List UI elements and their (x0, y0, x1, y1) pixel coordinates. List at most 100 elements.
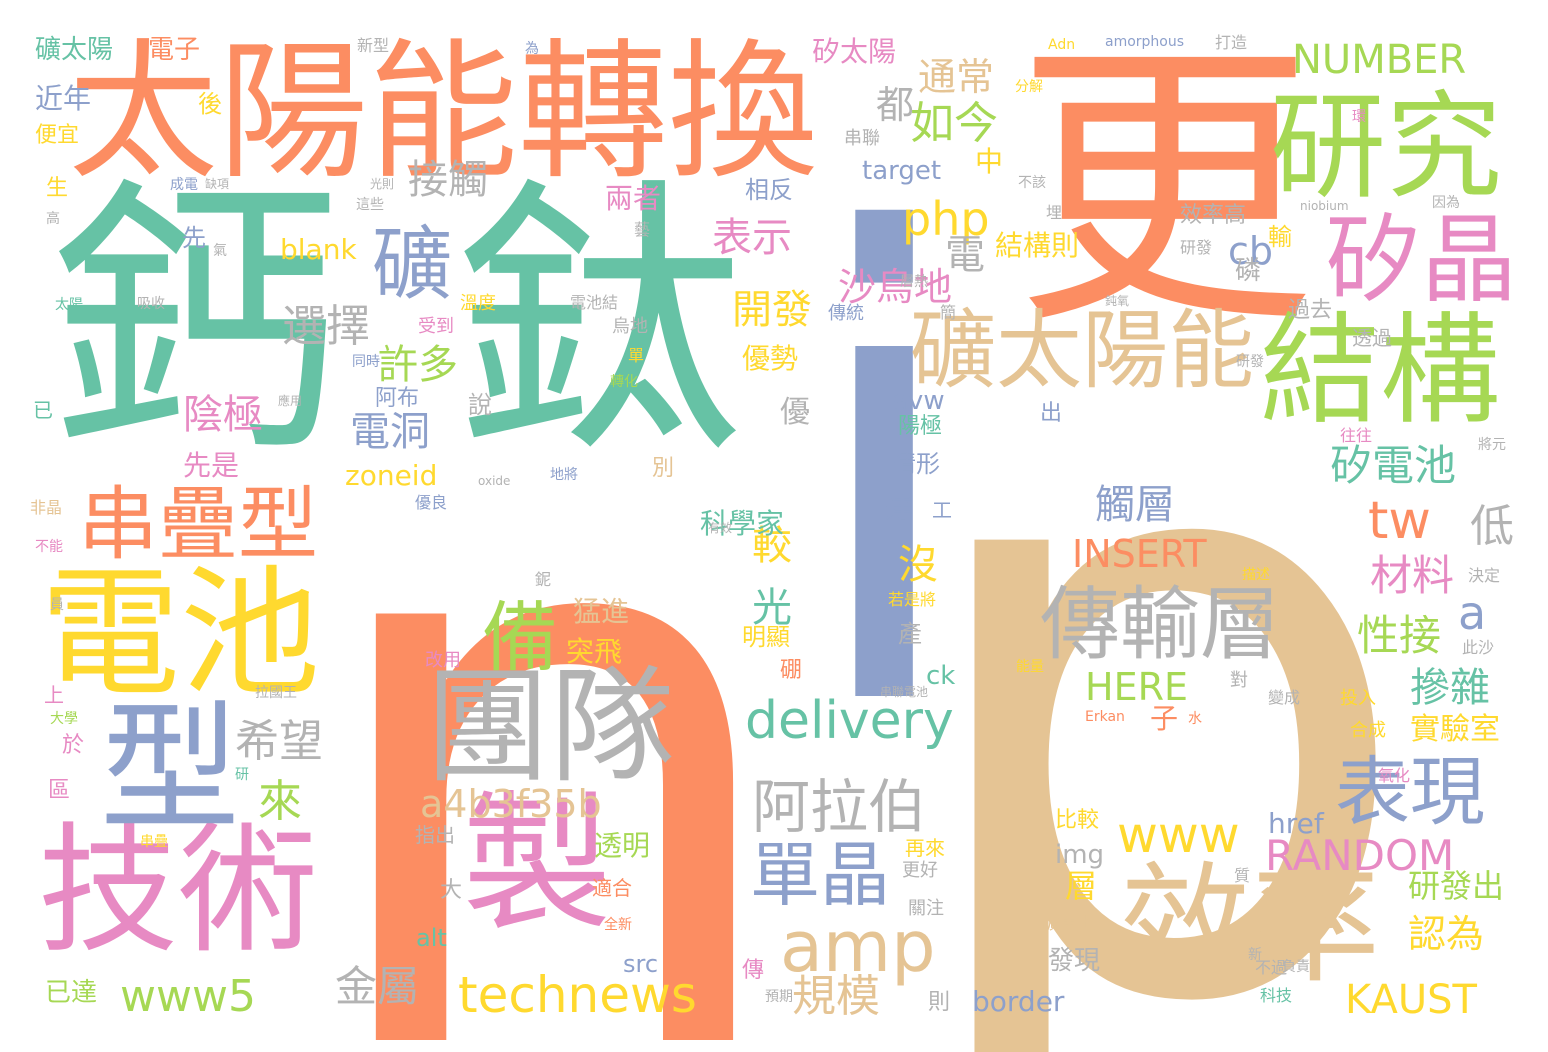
word-erkan: Erkan (1085, 709, 1125, 725)
word-number: NUMBER (1292, 37, 1467, 83)
word-usually: 通常 (918, 55, 995, 99)
word-quality: 質 (1234, 866, 1251, 885)
word-water: 水 (1188, 711, 1202, 727)
word-hash: a4b3f35b (420, 782, 602, 826)
word-area: 區 (48, 778, 71, 803)
word-gai: 鈣 (50, 156, 340, 493)
word-zoneid: zoneid (345, 459, 438, 492)
word-border: border (972, 985, 1065, 1018)
word-delivery: delivery (745, 691, 954, 751)
word-geng: 更 (1015, 15, 1315, 364)
word-battery: 電池 (40, 553, 321, 716)
word-developed: 研發出 (1408, 867, 1505, 905)
word-target: target (862, 156, 942, 186)
word-make-electric: 成電 (170, 177, 198, 193)
word-rd: 研發 (1180, 238, 1213, 257)
word-discover: 發現 (1048, 946, 1101, 976)
word-first: 先 (182, 224, 206, 252)
word-at: 於 (62, 733, 85, 758)
word-bird-land: 烏地 (612, 316, 648, 337)
word-simple: 簡 (940, 303, 957, 322)
word-pass: 傳 (742, 958, 765, 983)
word-both: 兩者 (605, 182, 662, 215)
word-blank: blank (280, 233, 357, 266)
word-single: 單 (628, 346, 645, 365)
word-develop: 開發 (732, 287, 812, 333)
word-more: 較 (752, 523, 792, 569)
word-new-type: 新型 (357, 36, 390, 55)
word-nowadays: 如今 (910, 98, 998, 149)
word-www5: www5 (120, 971, 256, 1022)
word-metal: 金屬 (335, 962, 420, 1011)
word-transform: 轉化 (610, 374, 638, 390)
word-these: 這些 (356, 197, 384, 213)
word-here: HERE (1085, 665, 1188, 709)
word-obvious: 明顯 (742, 623, 790, 651)
word-low: 低 (1470, 501, 1514, 552)
word-p: p (900, 228, 1421, 1052)
word-responsible: 負責 (1282, 959, 1310, 975)
word-leap: 突飛 (566, 635, 623, 668)
word-i: i (795, 102, 973, 847)
word-reached: 已達 (45, 978, 98, 1008)
word-doping: 摻雜 (1410, 665, 1490, 711)
word-kaust: KAUST (1345, 977, 1477, 1023)
word-compare: 比較 (1055, 808, 1100, 833)
word-insert: INSERT (1072, 532, 1207, 576)
word-for: 為 (525, 41, 539, 57)
word-research-char: 研 (235, 767, 249, 783)
word-random: RANDOM (1265, 831, 1455, 880)
word-stack: 串疊 (140, 834, 168, 850)
word-receive: 受到 (418, 316, 454, 337)
word-attention: 關注 (908, 898, 944, 919)
word-new: 新 (1248, 947, 1262, 963)
word-produce: 產 (898, 620, 922, 648)
word-gas: 氣 (213, 243, 227, 259)
word-recent-years: 近年 (35, 82, 92, 115)
word-silicon-battery: 矽電池 (1330, 441, 1457, 490)
word-land-will: 地將 (550, 467, 578, 483)
word-high-efficiency: 效率高 (1180, 203, 1247, 228)
word-invest: 投入 (1340, 688, 1376, 709)
word-anode: 陽極 (898, 414, 943, 439)
word-often: 往往 (1340, 426, 1373, 445)
word-effective: 有效 (708, 521, 733, 535)
word-rd-2: 研發 (1236, 354, 1264, 370)
word-perovskite-sun: 礦太陽 (35, 35, 114, 65)
word-light: 光 (752, 585, 792, 631)
word-contact-layer: 觸層 (1095, 482, 1175, 528)
word-high: 高 (46, 211, 60, 227)
word-big: 大 (440, 878, 463, 903)
word-expected: 預期 (765, 989, 793, 1005)
word-www: www (1117, 806, 1240, 864)
word-bury: 埋 (1046, 203, 1063, 222)
word-src: src (623, 950, 659, 978)
word-application: 應用 (278, 394, 303, 408)
word-transparent: 透明 (594, 829, 651, 862)
word-if: 若是將 (888, 590, 937, 609)
word-tandem: 串疊型 (78, 478, 318, 571)
word-light-rule: 光則 (370, 177, 395, 191)
word-perovskite-solar: 礦太陽能 (910, 301, 1254, 401)
word-hole: 電洞 (350, 409, 430, 455)
word-hope: 希望 (235, 716, 323, 767)
word-first-is: 先是 (183, 449, 240, 482)
word-decompose: 分解 (1015, 79, 1043, 95)
word-brand-new: 全新 (604, 917, 632, 933)
word-material: 材料 (1370, 551, 1455, 600)
word-traditional: 傳統 (828, 303, 864, 324)
word-saudi: 沙烏地 (838, 265, 953, 309)
word-oxide: oxide (478, 474, 511, 488)
word-scale: 規模 (792, 971, 880, 1022)
word-already: 已 (33, 398, 53, 422)
word-university: 大學 (50, 711, 78, 727)
word-many: 許多 (378, 342, 458, 388)
word-child: 子 (1150, 702, 1179, 735)
word-efficiency: 效率 (1120, 849, 1381, 1001)
word-point-out: 指出 (415, 823, 455, 847)
word-silicon-sun: 矽太陽 (812, 35, 897, 68)
word-amorphous: amorphous (1105, 34, 1185, 50)
word-cheap: 便宜 (35, 123, 80, 148)
word-advantage: 優勢 (742, 342, 799, 375)
